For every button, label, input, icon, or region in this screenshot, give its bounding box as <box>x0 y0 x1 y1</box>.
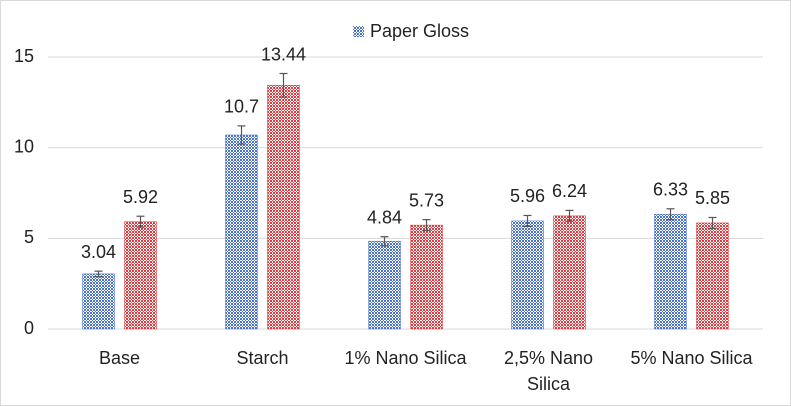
data-label: 6.24 <box>552 181 587 201</box>
bar <box>368 240 401 330</box>
bar <box>225 134 258 330</box>
data-label: 10.7 <box>224 97 259 117</box>
data-label: 3.04 <box>81 242 116 262</box>
bar <box>124 221 157 330</box>
data-label: 5.92 <box>123 187 158 207</box>
bar <box>410 224 443 330</box>
bar <box>696 222 729 330</box>
data-label: 5.73 <box>409 190 444 210</box>
legend-swatch <box>353 26 364 37</box>
bar <box>511 220 544 330</box>
x-tick-label: Base <box>99 348 140 368</box>
data-label: 4.84 <box>367 207 402 227</box>
legend-label: Paper Gloss <box>370 21 469 41</box>
y-tick-label: 10 <box>14 136 34 156</box>
bar <box>267 85 300 330</box>
bar <box>654 213 687 330</box>
x-tick-label: 2,5% Nano Silica <box>504 348 593 394</box>
data-label: 13.44 <box>261 44 306 64</box>
bar <box>82 273 115 330</box>
x-tick-label: 1% Nano Silica <box>344 348 467 368</box>
bar <box>553 215 586 330</box>
x-tick-label: 5% Nano Silica <box>630 348 753 368</box>
data-label: 5.85 <box>695 188 730 208</box>
y-tick-label: 0 <box>24 318 34 338</box>
x-tick-label: Starch <box>236 348 288 368</box>
y-tick-label: 5 <box>24 227 34 247</box>
data-label: 6.33 <box>653 180 688 200</box>
y-tick-label: 15 <box>14 46 34 66</box>
data-label: 5.96 <box>510 186 545 206</box>
